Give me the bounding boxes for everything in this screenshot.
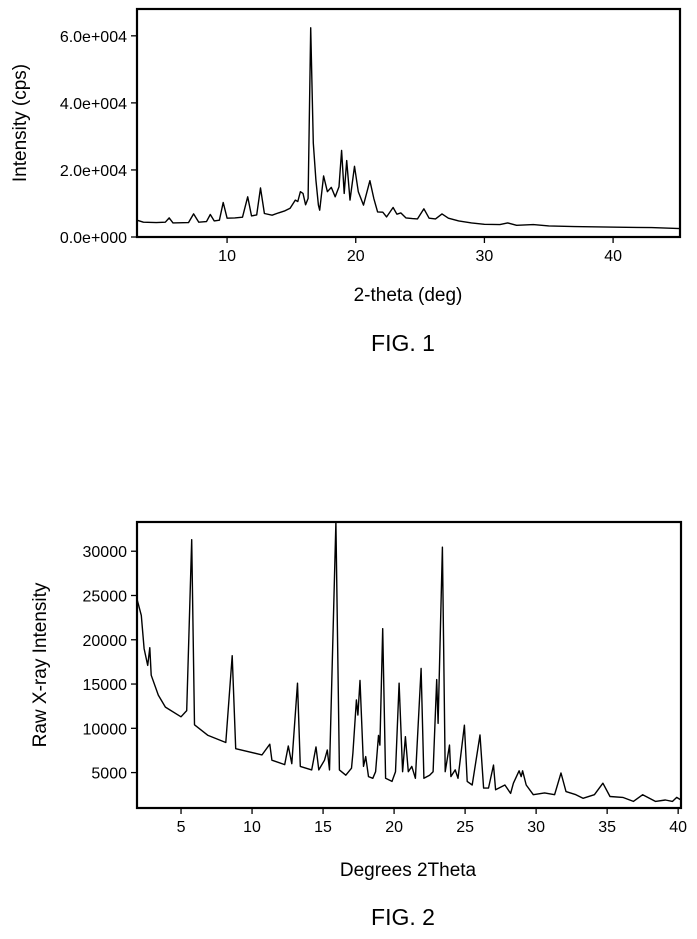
plot-frame-2 <box>135 520 683 810</box>
x-tick-label: 35 <box>598 819 616 836</box>
y-tick-label: 20000 <box>83 633 128 650</box>
x-tick-label: 10 <box>243 819 261 836</box>
x-tick-label: 10 <box>218 248 236 265</box>
y-tick-label: 10000 <box>83 721 128 738</box>
x-axis-label: 2-theta (deg) <box>354 285 463 306</box>
x-tick-label: 40 <box>669 819 687 836</box>
y-tick-label: 0.0e+000 <box>60 230 127 247</box>
x-tick-label: 20 <box>347 248 365 265</box>
figure-caption: FIG. 1 <box>371 330 435 356</box>
y-tick-label: 6.0e+004 <box>60 29 127 46</box>
x-tick-label: 5 <box>177 819 186 836</box>
x-tick-label: 20 <box>385 819 403 836</box>
y-tick-label: 25000 <box>83 588 128 605</box>
y-tick-label: 15000 <box>83 677 128 694</box>
y-axis-label: Raw X-ray Intensity <box>30 582 51 747</box>
x-tick-label: 30 <box>476 248 494 265</box>
figure-caption: FIG. 2 <box>371 904 435 930</box>
y-tick-label: 5000 <box>91 766 127 783</box>
plot-frame-1 <box>135 7 682 239</box>
x-tick-label: 15 <box>314 819 332 836</box>
series-line-1 <box>136 27 681 230</box>
series-line-2 <box>136 521 682 803</box>
x-tick-label: 30 <box>527 819 545 836</box>
x-tick-label: 40 <box>604 248 622 265</box>
y-tick-label: 2.0e+004 <box>60 163 127 180</box>
y-tick-label: 4.0e+004 <box>60 96 127 113</box>
x-tick-label: 25 <box>456 819 474 836</box>
y-axis-label: Intensity (cps) <box>10 64 31 182</box>
x-axis-label: Degrees 2Theta <box>340 860 477 881</box>
y-tick-label: 30000 <box>83 544 128 561</box>
